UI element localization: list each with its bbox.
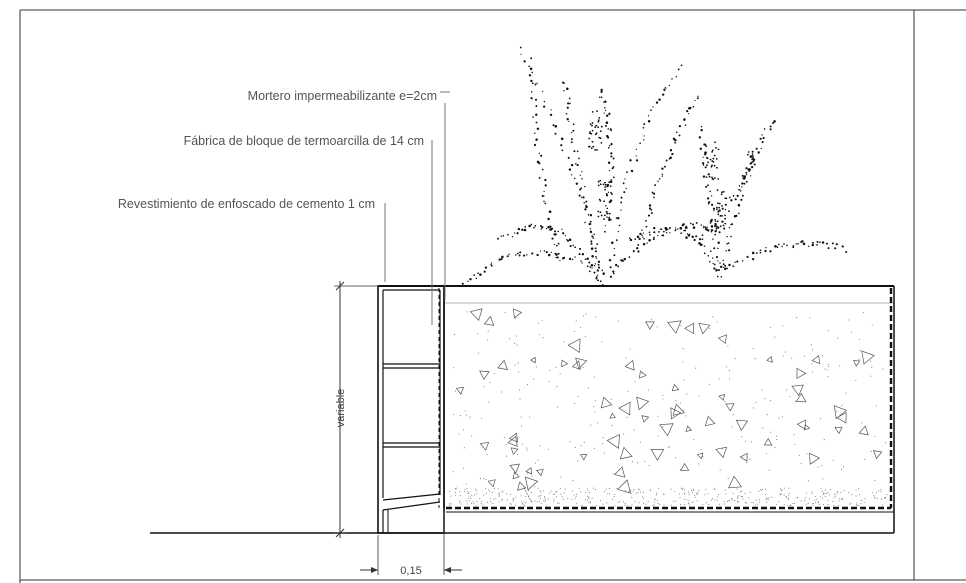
waterproof-membrane — [438, 286, 895, 533]
block-wall — [377, 285, 445, 534]
gravel-texture — [452, 308, 887, 499]
drawing-frame — [19, 9, 966, 583]
dimension-height-label: variable — [335, 389, 347, 428]
dimension-width-label: 0,15 — [400, 565, 421, 577]
height-dimension — [334, 281, 380, 538]
plant-sketch-icon — [461, 46, 848, 287]
label-block: Fábrica de bloque de termoarcilla de 14 … — [184, 134, 424, 148]
label-mortar: Mortero impermeabilizante e=2cm — [248, 89, 437, 103]
width-dimension — [360, 512, 462, 575]
sand-layer — [448, 487, 888, 507]
leader-lines — [384, 91, 450, 325]
soil-fill — [444, 302, 894, 507]
label-render: Revestimiento de enfoscado de cemento 1 … — [118, 197, 375, 211]
